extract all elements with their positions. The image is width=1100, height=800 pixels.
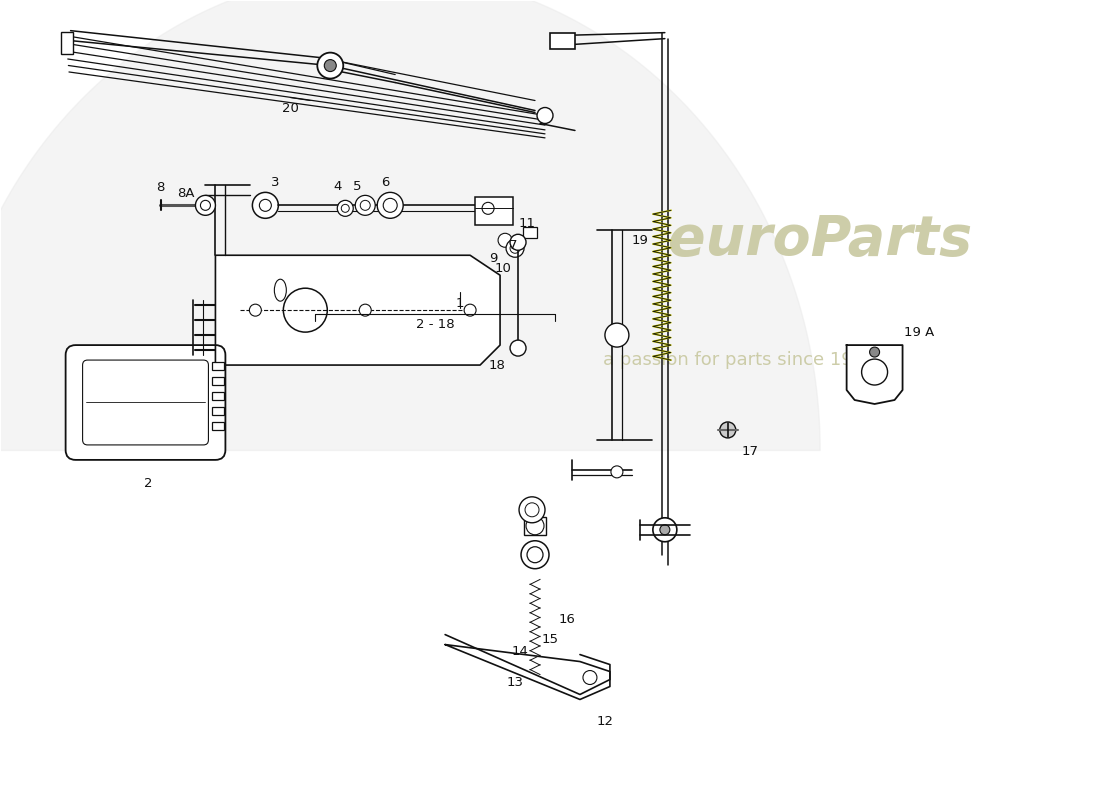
Circle shape [605,323,629,347]
Circle shape [519,497,544,522]
Circle shape [526,517,544,534]
Text: 4: 4 [333,180,341,193]
Circle shape [653,518,676,542]
Text: 16: 16 [559,613,575,626]
Circle shape [317,53,343,78]
Bar [212,407,224,415]
Bar [522,227,537,238]
Circle shape [510,243,520,254]
Text: 5: 5 [353,180,362,193]
Circle shape [196,195,216,215]
Text: 15: 15 [541,633,559,646]
Bar [60,32,73,54]
FancyBboxPatch shape [66,345,226,460]
Circle shape [341,204,350,212]
Circle shape [383,198,397,212]
Circle shape [525,503,539,517]
Text: 7: 7 [509,238,517,252]
Bar [212,377,224,385]
Text: 1: 1 [455,297,464,310]
Text: 8A: 8A [177,187,195,200]
Text: a passion for parts since 1985: a passion for parts since 1985 [604,351,876,369]
Text: 13: 13 [506,676,524,689]
Text: 12: 12 [596,715,614,728]
Circle shape [260,199,272,211]
Circle shape [527,546,543,562]
Text: 19 A: 19 A [904,326,935,338]
Bar [212,362,224,370]
Circle shape [521,541,549,569]
Circle shape [377,192,404,218]
Circle shape [861,359,888,385]
Circle shape [498,234,512,247]
Circle shape [482,202,494,214]
Circle shape [200,200,210,210]
Circle shape [610,466,623,478]
Circle shape [252,192,278,218]
Circle shape [284,288,328,332]
Circle shape [719,422,736,438]
Circle shape [537,107,553,123]
Polygon shape [216,255,500,365]
Text: 19: 19 [631,234,648,246]
Text: 20: 20 [282,102,299,115]
Bar [475,198,513,226]
Bar [212,392,224,400]
Text: 8: 8 [156,181,165,194]
Bar [550,33,575,49]
Text: 14: 14 [512,645,528,658]
Text: 9: 9 [488,252,497,265]
Bar [212,422,224,430]
FancyBboxPatch shape [82,360,208,445]
Text: euroParts: euroParts [668,214,971,267]
Text: 3: 3 [271,176,279,189]
Text: 6: 6 [381,176,389,189]
Circle shape [360,304,371,316]
Circle shape [583,670,597,685]
Circle shape [510,340,526,356]
Polygon shape [847,345,903,404]
Circle shape [464,304,476,316]
Circle shape [870,347,880,357]
Circle shape [506,239,524,258]
Text: 17: 17 [741,446,758,458]
Circle shape [324,59,337,71]
Circle shape [510,234,526,250]
Text: 11: 11 [518,217,536,230]
Text: 2: 2 [144,478,153,490]
Circle shape [250,304,262,316]
Text: 2 - 18: 2 - 18 [416,318,454,330]
Circle shape [355,195,375,215]
Text: 18: 18 [488,358,506,371]
Text: 10: 10 [495,262,512,274]
Circle shape [660,525,670,534]
Circle shape [360,200,371,210]
Circle shape [338,200,353,216]
Bar [524,517,546,534]
